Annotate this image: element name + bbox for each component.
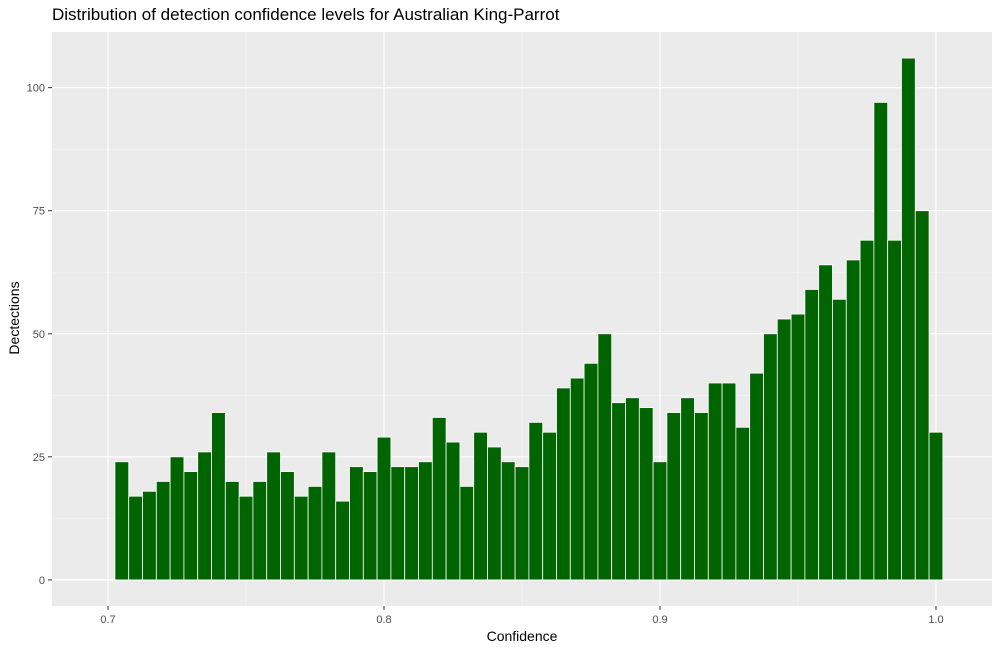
histogram-bar — [845, 259, 861, 581]
histogram-bar — [597, 333, 613, 581]
x-tick-label: 0.8 — [376, 614, 391, 626]
histogram-bar — [142, 490, 157, 581]
histogram-bar — [445, 441, 461, 581]
x-axis-title: Confidence — [487, 628, 558, 644]
x-tick-label: 0.9 — [652, 614, 667, 626]
histogram-bar — [873, 101, 889, 581]
histogram-bars — [114, 57, 944, 581]
histogram-bar — [859, 239, 875, 581]
histogram-bar — [321, 451, 337, 581]
histogram-bar — [252, 481, 268, 581]
y-axis: 0 25 50 75 100 — [27, 83, 52, 587]
histogram-bar — [569, 377, 585, 581]
histogram-bar — [376, 436, 392, 581]
x-axis: 0.7 0.8 0.9 1.0 — [100, 606, 944, 626]
histogram-bar — [487, 446, 502, 581]
histogram-bar — [459, 485, 475, 581]
histogram-bar — [197, 451, 212, 581]
x-tick-label: 0.7 — [100, 614, 115, 626]
histogram-bar — [128, 495, 143, 581]
x-tick-label: 1.0 — [928, 614, 943, 626]
histogram-bar — [390, 466, 406, 581]
y-tick-label: 50 — [33, 329, 45, 341]
histogram-bar — [500, 461, 516, 581]
histogram-bar — [680, 397, 695, 581]
histogram-bar — [763, 333, 778, 581]
histogram-bar — [928, 431, 944, 581]
y-tick-label: 100 — [27, 83, 45, 95]
y-tick-label: 75 — [33, 206, 45, 218]
histogram-bar — [749, 372, 764, 581]
chart-title: Distribution of detection confidence lev… — [52, 5, 560, 24]
histogram-bar — [694, 412, 709, 581]
histogram-bar — [707, 382, 723, 581]
histogram-bar — [349, 466, 364, 581]
histogram-bar — [556, 387, 571, 581]
histogram-bar — [832, 298, 847, 581]
histogram-bar — [335, 500, 350, 581]
histogram-bar — [528, 421, 544, 581]
y-axis-title: Dectections — [6, 281, 22, 354]
histogram-bar — [804, 289, 820, 581]
histogram-bar — [280, 471, 295, 581]
histogram-bar — [887, 239, 902, 581]
histogram-bar — [611, 402, 626, 581]
histogram-bar — [169, 456, 185, 581]
histogram-bar — [307, 485, 323, 581]
y-tick-label: 25 — [33, 452, 45, 464]
histogram-bar — [473, 431, 488, 581]
histogram-bar — [431, 417, 447, 581]
histogram-bar — [901, 57, 916, 581]
histogram-bar — [404, 466, 419, 581]
histogram-bar — [211, 412, 226, 581]
histogram-bar — [418, 461, 433, 581]
histogram-bar — [224, 481, 240, 581]
histogram-bar — [155, 481, 171, 581]
histogram-bar — [542, 431, 557, 581]
y-tick-label: 0 — [39, 575, 45, 587]
histogram-bar — [818, 264, 833, 581]
histogram-bar — [625, 397, 640, 581]
histogram-bar — [790, 313, 806, 581]
histogram-bar — [652, 461, 668, 581]
histogram-bar — [183, 471, 199, 581]
histogram-bar — [238, 495, 254, 581]
histogram-bar — [638, 407, 654, 581]
histogram-bar — [114, 461, 130, 581]
histogram-bar — [362, 471, 378, 581]
histogram-bar — [735, 426, 751, 581]
histogram-bar — [666, 412, 682, 581]
histogram-bar — [914, 210, 930, 581]
histogram-bar — [721, 382, 737, 581]
histogram-bar — [583, 362, 599, 581]
histogram-bar — [776, 318, 792, 581]
histogram-bar — [514, 466, 530, 581]
histogram-bar — [293, 495, 309, 581]
histogram-bar — [266, 451, 281, 581]
